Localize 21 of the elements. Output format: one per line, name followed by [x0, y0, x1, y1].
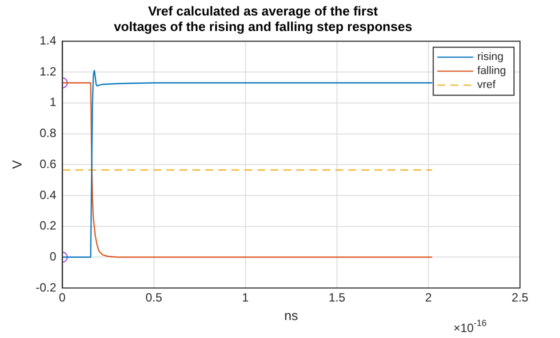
y-tick-label: 1.2	[40, 64, 57, 78]
x-axis-title: ns	[284, 308, 298, 323]
y-tick-label: 0	[50, 249, 57, 264]
y-axis-title: V	[9, 160, 24, 169]
y-tick-label: 0.4	[40, 188, 57, 202]
x-tick-label: 1.5	[328, 290, 346, 305]
x-tick-label: 2.5	[512, 290, 529, 305]
y-tick-label: -0.2	[36, 280, 57, 294]
y-tick-label: 0.2	[40, 218, 57, 233]
x-tick-label: 2	[425, 290, 432, 305]
x-tick-label: 0	[58, 290, 66, 305]
x-tick-label: 1	[242, 290, 250, 305]
legend-label: vref	[477, 79, 497, 92]
legend-label: falling	[477, 65, 506, 78]
y-tick-label: 0.8	[40, 126, 57, 140]
legend-label: rising	[477, 51, 504, 64]
chart-title: Vref calculated as average of the first voltages of the rising and falling step responses	[114, 3, 412, 34]
x-tick-label: 0.5	[145, 290, 162, 305]
y-tick-label: 1	[50, 95, 57, 110]
y-tick-label: 1.4	[40, 34, 57, 48]
y-tick-label: 0.6	[40, 156, 57, 171]
